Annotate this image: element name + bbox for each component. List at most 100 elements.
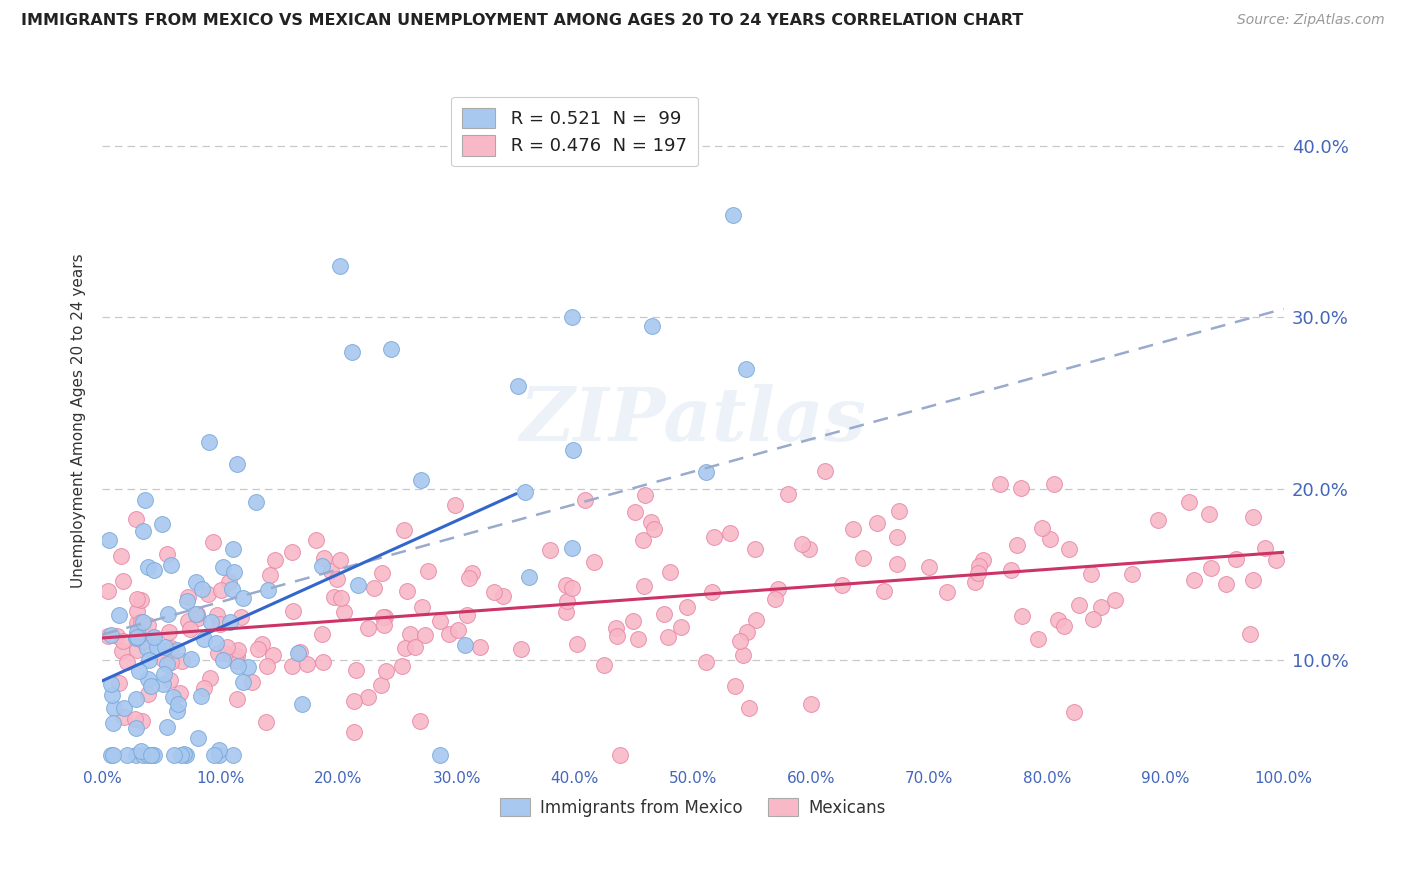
Point xyxy=(703,531,725,545)
Point xyxy=(162,747,184,762)
Point xyxy=(745,614,768,628)
Point xyxy=(439,627,461,641)
Point xyxy=(111,644,134,658)
Point xyxy=(184,574,207,589)
Point xyxy=(374,610,396,624)
Point xyxy=(371,610,394,624)
Point xyxy=(763,592,786,607)
Point xyxy=(246,642,269,657)
Point xyxy=(652,607,675,621)
Point xyxy=(468,640,491,655)
Point xyxy=(311,627,333,641)
Point xyxy=(159,558,181,572)
Point xyxy=(108,608,131,623)
Point xyxy=(166,643,188,657)
Point xyxy=(842,522,865,536)
Point xyxy=(340,344,363,359)
Point xyxy=(205,636,228,650)
Point xyxy=(343,724,366,739)
Point xyxy=(125,512,148,526)
Point xyxy=(633,488,655,502)
Point xyxy=(695,465,717,479)
Point xyxy=(125,592,148,607)
Point xyxy=(429,747,451,762)
Point xyxy=(510,642,533,657)
Point xyxy=(627,632,650,646)
Point xyxy=(574,492,596,507)
Point xyxy=(198,671,221,685)
Point xyxy=(582,555,605,569)
Point xyxy=(212,559,235,574)
Point xyxy=(886,557,908,571)
Point xyxy=(143,630,166,644)
Point xyxy=(409,473,432,487)
Point xyxy=(174,747,197,762)
Point xyxy=(513,485,536,500)
Point xyxy=(125,643,148,657)
Point xyxy=(232,675,254,690)
Point xyxy=(398,627,420,641)
Point xyxy=(866,516,889,531)
Point xyxy=(1182,573,1205,587)
Point xyxy=(201,534,224,549)
Point xyxy=(287,646,309,660)
Point xyxy=(257,582,280,597)
Point xyxy=(671,620,693,634)
Point xyxy=(609,747,631,762)
Point xyxy=(1081,612,1104,626)
Point xyxy=(744,542,766,557)
Point xyxy=(202,747,225,762)
Point xyxy=(105,629,128,643)
Point xyxy=(132,633,155,648)
Point xyxy=(492,589,515,603)
Point xyxy=(311,559,333,574)
Point xyxy=(136,640,159,655)
Point xyxy=(538,542,561,557)
Point xyxy=(1047,613,1070,627)
Point xyxy=(125,631,148,645)
Point xyxy=(1028,632,1050,647)
Point xyxy=(799,697,821,711)
Point xyxy=(1253,541,1275,555)
Point xyxy=(100,677,122,691)
Point xyxy=(221,582,243,597)
Point xyxy=(125,747,148,762)
Point xyxy=(444,499,467,513)
Point xyxy=(142,630,165,644)
Point xyxy=(1241,573,1264,587)
Point xyxy=(695,655,717,669)
Point xyxy=(456,607,478,622)
Point xyxy=(963,575,986,590)
Point xyxy=(1225,552,1247,566)
Point xyxy=(565,637,588,651)
Point xyxy=(127,604,149,618)
Point xyxy=(675,600,697,615)
Point xyxy=(159,673,181,687)
Point xyxy=(1239,626,1261,640)
Point xyxy=(1063,705,1085,719)
Point xyxy=(160,640,183,655)
Point xyxy=(136,747,159,762)
Point xyxy=(259,568,281,582)
Point xyxy=(886,530,908,544)
Point xyxy=(125,625,148,640)
Point xyxy=(482,584,505,599)
Point xyxy=(1053,618,1076,632)
Text: Source: ZipAtlas.com: Source: ZipAtlas.com xyxy=(1237,13,1385,28)
Point xyxy=(124,721,146,735)
Point xyxy=(380,342,402,356)
Point xyxy=(935,585,957,599)
Point xyxy=(187,611,209,625)
Point xyxy=(1005,537,1028,551)
Point xyxy=(322,591,344,605)
Point xyxy=(735,625,758,640)
Point xyxy=(344,663,367,677)
Point xyxy=(110,549,132,563)
Point xyxy=(167,698,190,712)
Point xyxy=(555,594,578,608)
Point xyxy=(988,477,1011,491)
Point xyxy=(312,655,335,669)
Point xyxy=(659,565,682,579)
Point xyxy=(852,551,875,566)
Point xyxy=(295,657,318,671)
